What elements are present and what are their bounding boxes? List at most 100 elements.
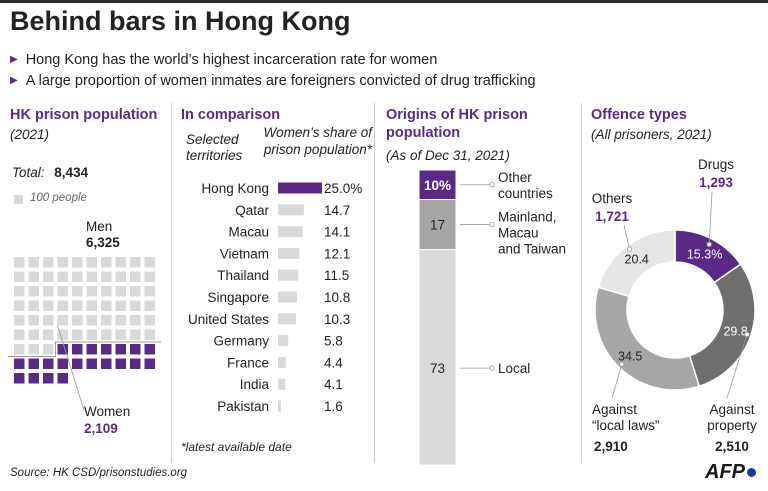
donut-connector	[708, 191, 713, 245]
waffle-square-men	[130, 257, 141, 268]
waffle-square-men	[130, 300, 141, 311]
bar	[278, 378, 286, 390]
col2-header: Women’s share of prison population*	[263, 125, 372, 157]
waffle-square-men	[86, 315, 97, 326]
waffle-square-men	[86, 300, 97, 311]
waffle-square-men	[101, 257, 112, 268]
connector-dot	[489, 221, 495, 228]
waffle-square-men	[101, 329, 112, 340]
waffle-square-men	[86, 271, 97, 282]
waffle-square-men	[43, 329, 54, 340]
waffle-square-women	[14, 373, 25, 384]
source-note: Source: HK CSD/prisonstudies.org	[10, 467, 188, 479]
bar-category-label: France	[227, 355, 269, 370]
bar-value-label: 14.7	[324, 203, 350, 218]
donut-slice	[597, 229, 676, 298]
waffle-square-men	[28, 286, 39, 297]
panel1-title: HK prison population	[10, 107, 158, 123]
total-label: Total:	[12, 165, 45, 180]
waffle-square-men	[101, 286, 112, 297]
separator-1	[171, 103, 172, 463]
bar-value-label: 10.3	[324, 312, 350, 327]
waffle-square-men	[144, 329, 155, 340]
bar	[278, 226, 303, 238]
bar-value-label: 12.1	[324, 246, 350, 261]
waffle-square-men	[14, 300, 25, 311]
bullet-2-text: A large proportion of women inmates are …	[25, 73, 536, 89]
waffle-square-men	[43, 300, 54, 311]
bar-chart: Hong Kong 25.0% Qatar 14.7 Macau 14.1 Vietnam 1…	[188, 181, 362, 414]
waffle-square-men	[43, 344, 54, 355]
waffle-square-women	[101, 358, 112, 369]
waffle-square-men	[144, 257, 155, 268]
waffle-square-women	[130, 344, 141, 355]
page-title: Behind bars in Hong Kong	[10, 6, 351, 36]
afp-logo-text: AFP	[705, 461, 745, 483]
donut-count-label: 1,293	[699, 175, 733, 190]
donut-category-label: Against “local laws”	[592, 402, 660, 433]
waffle-square-men	[28, 344, 39, 355]
bar	[278, 269, 299, 281]
donut-category-label: Others	[592, 191, 633, 206]
total-value: 8,434	[54, 165, 89, 180]
bar-category-label: Thailand	[217, 268, 269, 283]
waffle-square-women	[57, 344, 68, 355]
donut-value-label: 15.3%	[687, 247, 722, 261]
donut-connector	[623, 224, 630, 250]
waffle-square-women	[144, 358, 155, 369]
waffle-square-men	[86, 329, 97, 340]
waffle-square-men	[115, 329, 126, 340]
waffle-square-men	[14, 329, 25, 340]
stack-category-label: Local	[498, 361, 530, 376]
bar-value-label: 4.1	[324, 377, 343, 392]
waffle-square-women	[72, 344, 83, 355]
waffle-square-men	[101, 300, 112, 311]
waffle-square-men	[14, 315, 25, 326]
bar-value-label: 5.8	[324, 334, 343, 349]
waffle-square-men	[43, 286, 54, 297]
bar-category-label: Macau	[228, 225, 269, 240]
waffle-square-men	[130, 329, 141, 340]
bar	[278, 313, 297, 325]
waffle-square-men	[14, 271, 25, 282]
bar-category-label: Vietnam	[220, 246, 269, 261]
waffle-square-men	[115, 315, 126, 326]
waffle-square-men	[14, 286, 25, 297]
waffle-square-women	[57, 373, 68, 384]
bar-category-label: Pakistan	[217, 399, 269, 414]
waffle-square-women	[28, 358, 39, 369]
waffle-square-men	[72, 329, 83, 340]
bar-category-label: United States	[188, 312, 269, 327]
panel1-subtitle: (2021)	[10, 127, 50, 142]
donut-connector	[726, 334, 748, 399]
donut-value-label: 20.4	[625, 253, 649, 267]
stacked-bar-chart: 10% Other countries 17 Mainland, Macau and Tai…	[418, 169, 566, 465]
donut-slice	[688, 263, 756, 388]
donut-category-label: Drugs	[698, 157, 734, 172]
legend-label: 100 people	[30, 192, 87, 204]
stack-value-label: 73	[430, 361, 445, 376]
top-rule	[0, 0, 768, 3]
waffle-square-men	[144, 300, 155, 311]
waffle-square-men	[72, 315, 83, 326]
bar-value-label: 25.0%	[324, 181, 362, 196]
bar	[278, 204, 304, 216]
bar-category-label: Germany	[213, 334, 269, 349]
waffle-square-women	[115, 358, 126, 369]
connector-dot	[489, 365, 495, 371]
donut-count-label: 2,510	[715, 439, 749, 454]
connector-dot	[489, 182, 495, 188]
waffle-square-men	[57, 271, 68, 282]
bar-category-label: Singapore	[207, 290, 269, 305]
connector-dot	[706, 241, 712, 247]
waffle-square-women	[130, 358, 141, 369]
bar	[278, 247, 300, 259]
col1-header: Selected territories	[186, 132, 243, 163]
donut-value-label: 29.8	[723, 325, 747, 339]
waffle-square-men	[28, 329, 39, 340]
waffle-square-women	[28, 373, 39, 384]
waffle-square-women	[43, 373, 54, 384]
donut-connector	[611, 364, 623, 399]
afp-dot-icon	[747, 468, 756, 477]
bar-category-label: Hong Kong	[201, 181, 269, 196]
